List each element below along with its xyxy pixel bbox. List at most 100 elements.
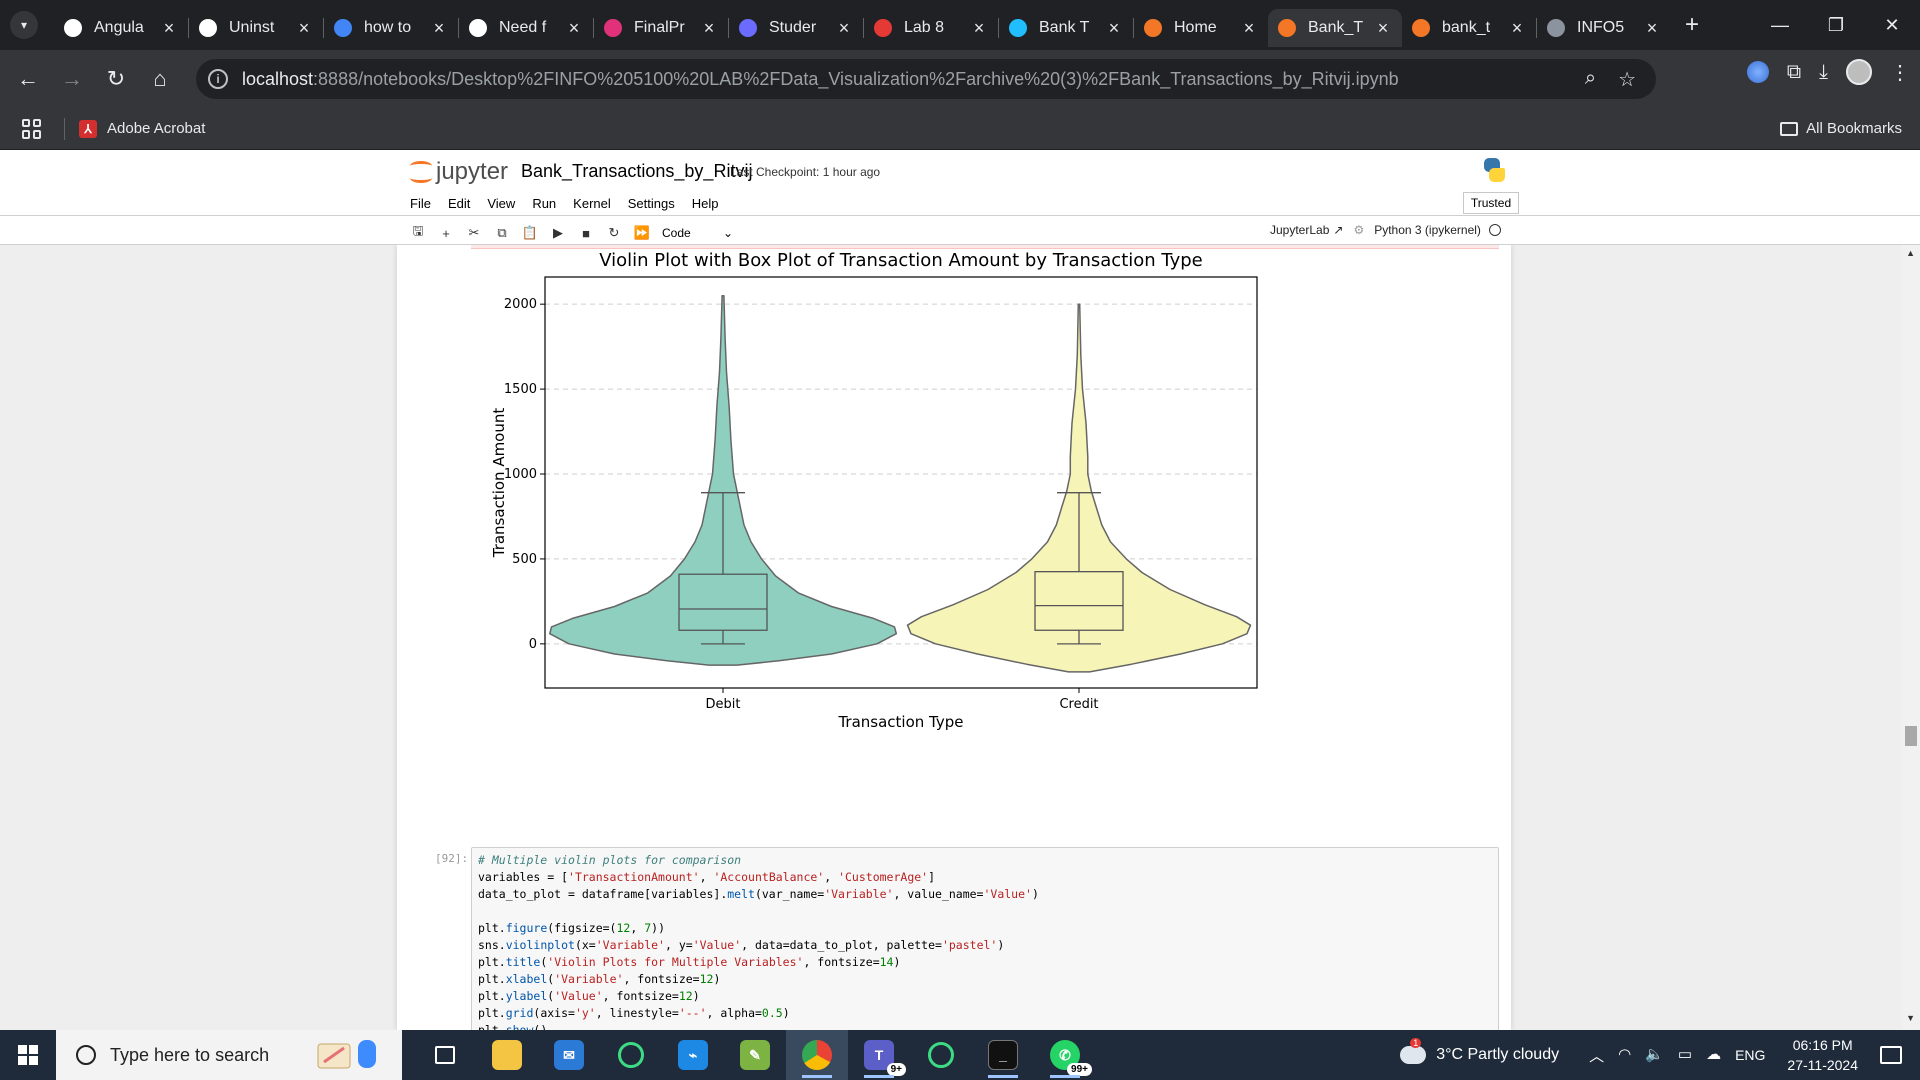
browser-tab[interactable]: INFO5 × bbox=[1537, 9, 1671, 47]
cell-type-select[interactable]: Code ⌄ bbox=[662, 226, 742, 240]
scroll-down-icon[interactable]: ▼ bbox=[1906, 1013, 1915, 1023]
browser-tab[interactable]: Home × bbox=[1134, 9, 1268, 47]
code-cell[interactable]: # Multiple violin plots for comparison v… bbox=[471, 847, 1499, 1030]
new-tab-button[interactable]: + bbox=[1685, 11, 1700, 38]
mail-icon[interactable]: ✉ bbox=[538, 1030, 600, 1080]
menu-edit[interactable]: Edit bbox=[447, 196, 471, 211]
scroll-up-icon[interactable]: ▲ bbox=[1906, 248, 1915, 258]
task-view-icon[interactable] bbox=[414, 1030, 476, 1080]
stop-icon[interactable]: ■ bbox=[582, 225, 590, 241]
jupyterlab-link[interactable]: JupyterLab bbox=[1270, 223, 1330, 237]
notification-icon[interactable] bbox=[1880, 1046, 1902, 1064]
minimize-icon[interactable]: — bbox=[1771, 14, 1789, 35]
browser-tab[interactable]: Bank T × bbox=[999, 9, 1133, 47]
notepad-icon[interactable]: ✎ bbox=[724, 1030, 786, 1080]
notebook-title[interactable]: Bank_Transactions_by_Ritvij bbox=[521, 161, 753, 181]
close-tab-icon[interactable]: × bbox=[838, 17, 850, 38]
menu-settings[interactable]: Settings bbox=[627, 196, 675, 211]
browser-tab[interactable]: Need f × bbox=[459, 9, 593, 47]
page-scrollbar[interactable] bbox=[1902, 245, 1920, 1030]
weather-widget[interactable]: 1 3°C Partly cloudy bbox=[1400, 1038, 1559, 1064]
extension-icon[interactable] bbox=[1746, 61, 1769, 83]
openai-icon bbox=[199, 19, 217, 37]
clock[interactable]: 06:16 PM 27-11-2024 bbox=[1787, 1035, 1858, 1075]
volume-icon[interactable]: 🔈 bbox=[1645, 1045, 1664, 1063]
close-tab-icon[interactable]: × bbox=[1511, 17, 1523, 38]
taskbar-search[interactable]: Type here to search bbox=[56, 1030, 402, 1080]
menu-kernel[interactable]: Kernel bbox=[573, 196, 611, 211]
close-window-icon[interactable]: ✕ bbox=[1884, 14, 1900, 35]
zoom-icon[interactable]: ⌕ bbox=[1584, 67, 1597, 89]
notebook-icon bbox=[1278, 19, 1296, 37]
close-tab-icon[interactable]: × bbox=[298, 17, 310, 38]
app-ring-2-icon[interactable] bbox=[910, 1030, 972, 1080]
browser-tab[interactable]: Bank_T × bbox=[1268, 9, 1402, 47]
menu-help[interactable]: Help bbox=[691, 196, 719, 211]
teams-icon[interactable]: T 9+ bbox=[848, 1030, 910, 1080]
browser-tab[interactable]: Angula × bbox=[54, 9, 188, 47]
browser-tab[interactable]: Uninst × bbox=[189, 9, 323, 47]
restore-icon[interactable]: ❐ bbox=[1827, 14, 1845, 35]
browser-menu-icon[interactable]: ⋮ bbox=[1890, 61, 1910, 84]
close-tab-icon[interactable]: × bbox=[703, 17, 715, 38]
browser-tab[interactable]: Studer × bbox=[729, 9, 863, 47]
jupyter-menubar: File Edit View Run Kernel Settings Help … bbox=[0, 192, 1920, 216]
all-bookmarks-button[interactable]: All Bookmarks bbox=[1780, 120, 1902, 137]
paste-icon[interactable]: 📋 bbox=[521, 225, 539, 240]
gear-icon[interactable]: ⚙ bbox=[1353, 223, 1365, 237]
battery-icon[interactable]: ▭ bbox=[1677, 1045, 1693, 1063]
close-tab-icon[interactable]: × bbox=[163, 17, 175, 38]
menu-file[interactable]: File bbox=[410, 196, 431, 211]
close-tab-icon[interactable]: × bbox=[1108, 17, 1120, 38]
kernel-name[interactable]: Python 3 (ipykernel) bbox=[1374, 223, 1481, 237]
save-icon[interactable]: 🖫 bbox=[412, 223, 424, 238]
scrollbar-thumb[interactable] bbox=[1905, 726, 1917, 746]
menu-view[interactable]: View bbox=[487, 196, 516, 211]
apps-grid-icon[interactable] bbox=[22, 118, 42, 139]
forward-icon[interactable]: → bbox=[61, 66, 83, 91]
download-icon[interactable]: ⤓ bbox=[1819, 60, 1828, 83]
close-tab-icon[interactable]: × bbox=[1646, 17, 1658, 38]
menu-run[interactable]: Run bbox=[532, 196, 557, 211]
copy-icon[interactable]: ⧉ bbox=[497, 225, 507, 240]
close-tab-icon[interactable]: × bbox=[973, 17, 985, 38]
app-ring-icon[interactable] bbox=[600, 1030, 662, 1080]
wifi-icon[interactable]: ◠ bbox=[1618, 1045, 1632, 1063]
restart-icon[interactable]: ↻ bbox=[608, 225, 620, 240]
chrome-icon[interactable] bbox=[786, 1030, 848, 1080]
tab-search-chevron-icon[interactable]: ▾ bbox=[10, 11, 38, 39]
start-button[interactable] bbox=[0, 1030, 56, 1080]
reload-icon[interactable]: ↻ bbox=[106, 66, 126, 91]
chevron-up-icon[interactable]: ︿ bbox=[1589, 1047, 1605, 1065]
browser-tab[interactable]: Lab 8 × bbox=[864, 9, 998, 47]
bookmark-star-icon[interactable]: ☆ bbox=[1618, 69, 1636, 91]
trusted-badge[interactable]: Trusted bbox=[1463, 192, 1519, 214]
insert-cell-icon[interactable]: + bbox=[442, 225, 450, 241]
extensions-puzzle-icon[interactable]: ⧉ bbox=[1786, 60, 1802, 83]
bookmark-adobe-acrobat[interactable]: Adobe Acrobat bbox=[107, 120, 206, 137]
home-icon[interactable]: ⌂ bbox=[153, 66, 167, 91]
close-tab-icon[interactable]: × bbox=[1377, 17, 1389, 38]
profile-avatar[interactable] bbox=[1846, 59, 1872, 85]
back-icon[interactable]: ← bbox=[17, 66, 39, 91]
close-tab-icon[interactable]: × bbox=[568, 17, 580, 38]
jupyter-logo[interactable]: jupyter bbox=[410, 158, 508, 186]
whatsapp-icon[interactable]: ✆ 99+ bbox=[1034, 1030, 1096, 1080]
address-bar[interactable]: i localhost:8888/notebooks/Desktop%2FINF… bbox=[196, 59, 1656, 99]
violin-debit bbox=[549, 294, 898, 666]
close-tab-icon[interactable]: × bbox=[433, 17, 445, 38]
clock-date: 27-11-2024 bbox=[1787, 1057, 1858, 1073]
file-explorer-icon[interactable] bbox=[476, 1030, 538, 1080]
browser-tab[interactable]: FinalPr × bbox=[594, 9, 728, 47]
restart-run-all-icon[interactable]: ⏩ bbox=[633, 225, 651, 240]
browser-tab[interactable]: how to × bbox=[324, 9, 458, 47]
run-icon[interactable]: ▶ bbox=[553, 225, 563, 240]
language-indicator[interactable]: ENG bbox=[1735, 1047, 1766, 1063]
vscode-icon[interactable]: ⌁ bbox=[662, 1030, 724, 1080]
close-tab-icon[interactable]: × bbox=[1243, 17, 1255, 38]
terminal-icon[interactable]: _ bbox=[972, 1030, 1034, 1080]
browser-tab[interactable]: bank_t × bbox=[1402, 9, 1536, 47]
onedrive-cloud-icon[interactable]: ☁ bbox=[1706, 1045, 1722, 1063]
site-info-icon[interactable]: i bbox=[208, 69, 228, 89]
cut-icon[interactable]: ✂ bbox=[468, 225, 480, 240]
